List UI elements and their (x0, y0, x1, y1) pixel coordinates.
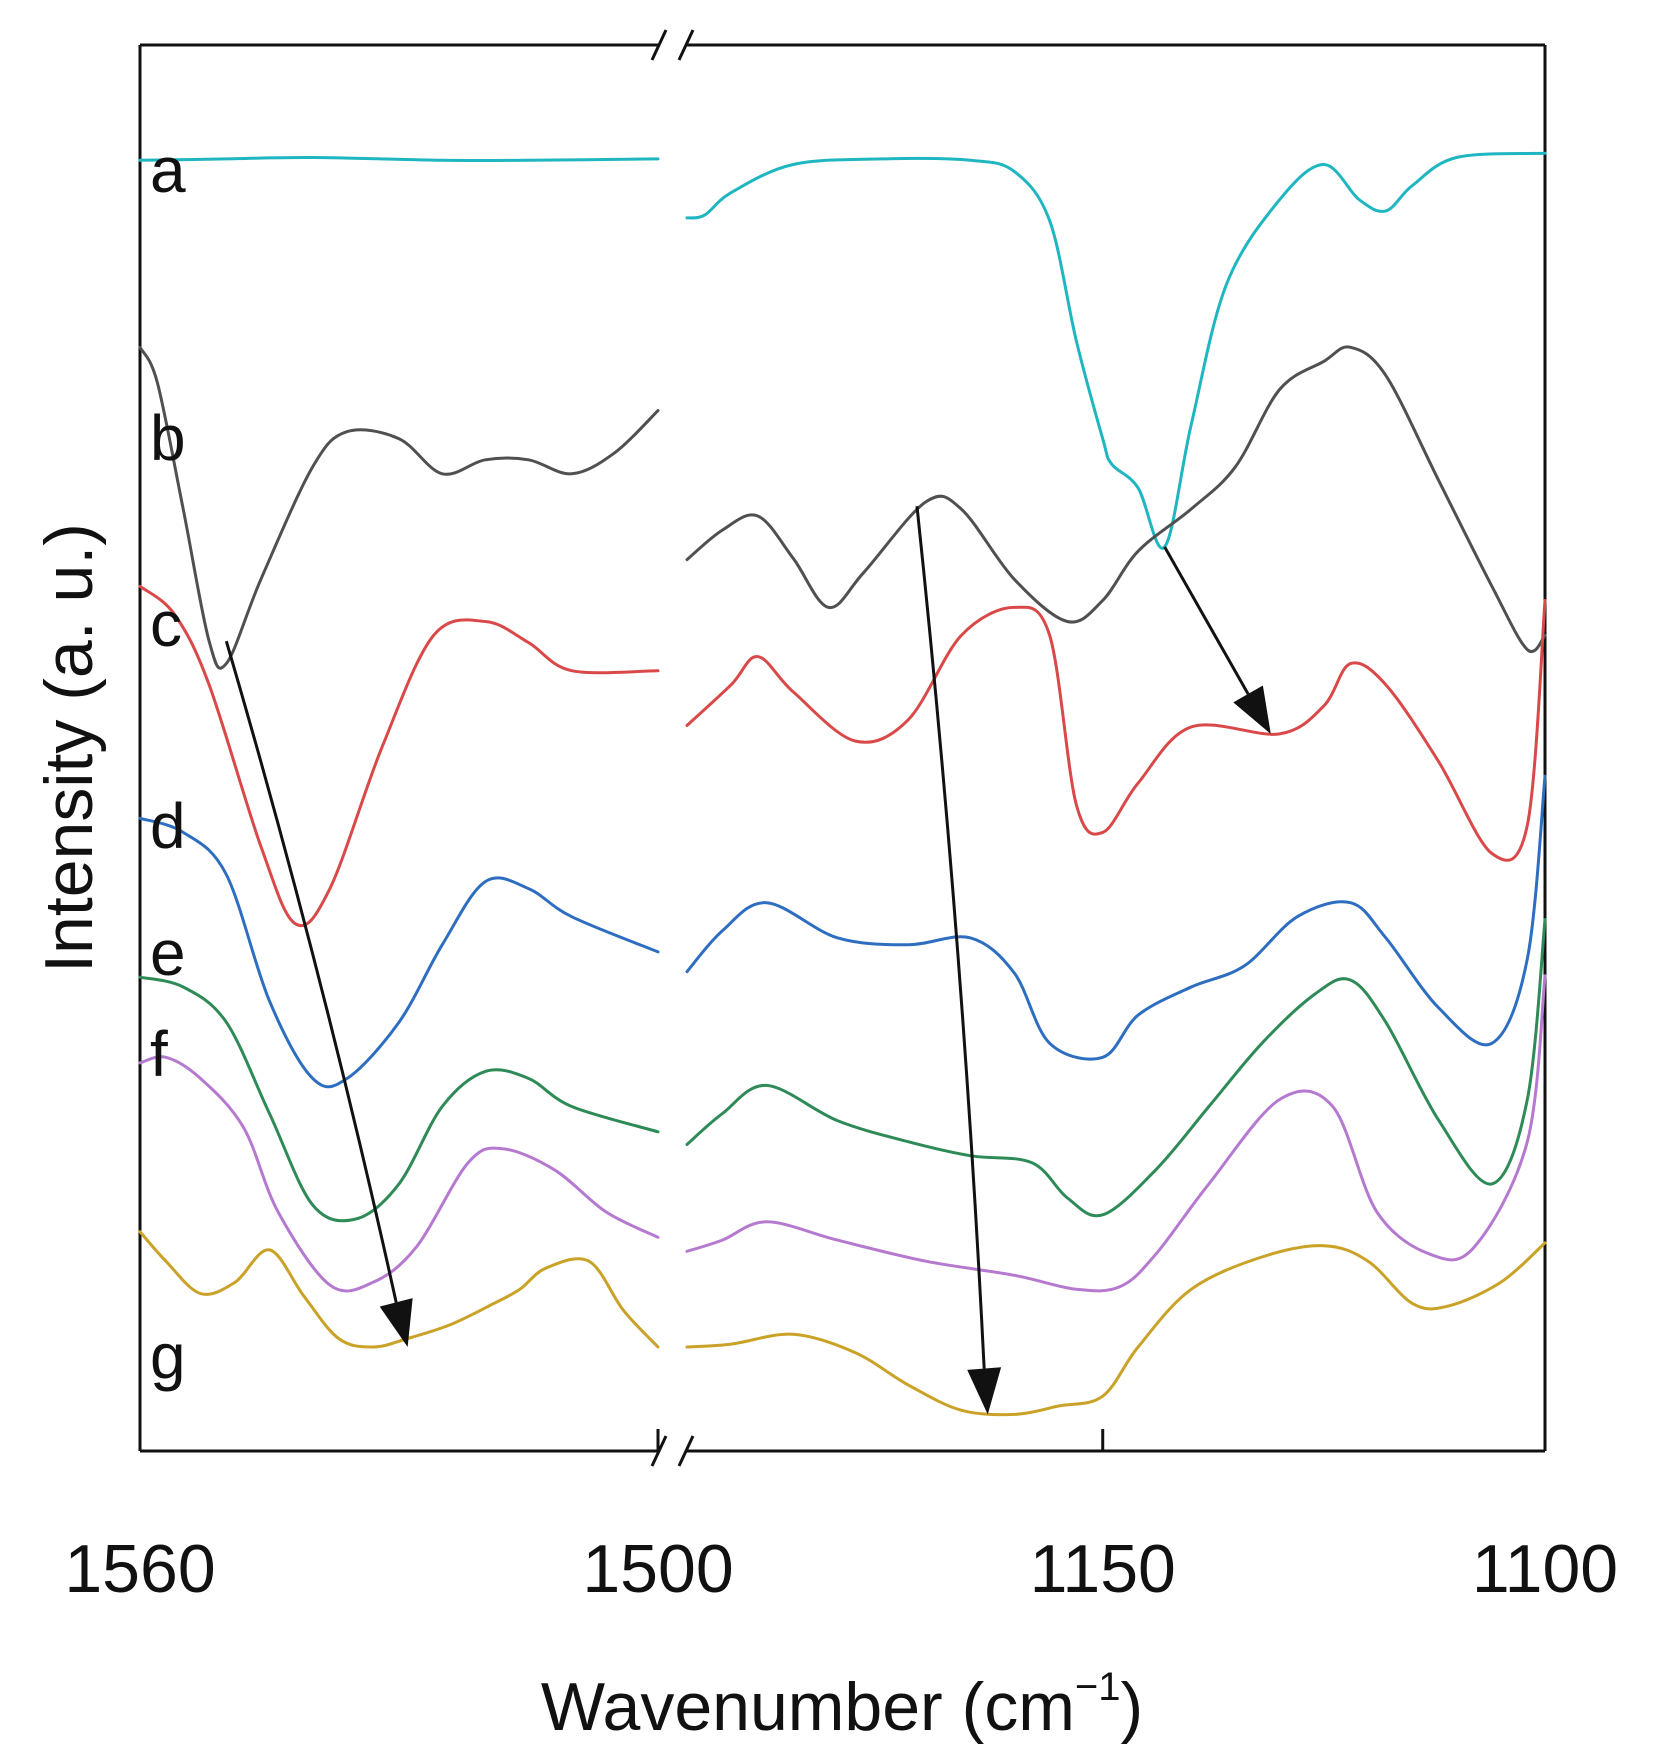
series-a-left-line (138, 155, 660, 163)
x-tick-label-1100: 1100 (1472, 1531, 1618, 1607)
trend-arrows (224, 506, 1271, 1415)
x-axis-ticks (138, 1429, 1547, 1451)
series-b-left-line (138, 345, 660, 670)
x-axis-tick-labels: 1560 1500 1150 1100 (64, 1531, 1618, 1607)
x-axis-title-main: Wavenumber (cm (541, 1669, 1075, 1745)
x-axis-title-close: ) (1121, 1669, 1144, 1745)
series-c-left-line (138, 584, 660, 927)
break-mark-top-2 (677, 29, 695, 61)
series-label-d: d (150, 790, 186, 862)
series-label-b: b (150, 402, 186, 474)
x-axis-title: Wavenumber (cm−1) (541, 1665, 1143, 1745)
series-label-e: e (150, 917, 186, 989)
series-e-right-line (685, 918, 1547, 1218)
spectra-curves (138, 151, 1547, 1417)
trend-arrow-2-head (967, 1367, 1002, 1415)
trend-arrow-1-shaft (224, 640, 398, 1303)
series-label-f: f (150, 1018, 168, 1090)
series-g-right-line (685, 1241, 1547, 1417)
x-tick-label-1150: 1150 (1030, 1531, 1176, 1607)
x-axis-title-superscript: −1 (1075, 1665, 1121, 1709)
x-tick-label-1500: 1500 (582, 1531, 733, 1607)
x-tick-label-1560: 1560 (64, 1531, 215, 1607)
series-g-left-line (138, 1230, 660, 1349)
series-b-right-line (685, 345, 1547, 653)
series-f-left-line (138, 1055, 660, 1293)
trend-arrow-3-shaft (1163, 546, 1250, 695)
series-label-a: a (150, 134, 186, 206)
trend-arrow-2-shaft (915, 506, 986, 1369)
series-d-right-line (685, 774, 1547, 1061)
break-mark-top-1 (650, 29, 668, 61)
series-d-left-line (138, 816, 660, 1089)
curve-labels: a b c def g (150, 134, 186, 1392)
break-mark-bottom-2 (677, 1435, 695, 1467)
trend-arrow-3-head (1233, 685, 1271, 734)
series-label-c: c (150, 588, 182, 660)
series-f-right-line (685, 974, 1547, 1293)
trend-arrow-1-head (379, 1298, 413, 1347)
series-a-right-line (685, 151, 1547, 550)
series-label-g: g (150, 1320, 186, 1392)
series-e-left-line (138, 975, 660, 1223)
series-c-right-line (685, 598, 1547, 862)
plot-frame (138, 43, 1547, 1453)
y-axis-title: Intensity (a. u.) (31, 523, 107, 973)
